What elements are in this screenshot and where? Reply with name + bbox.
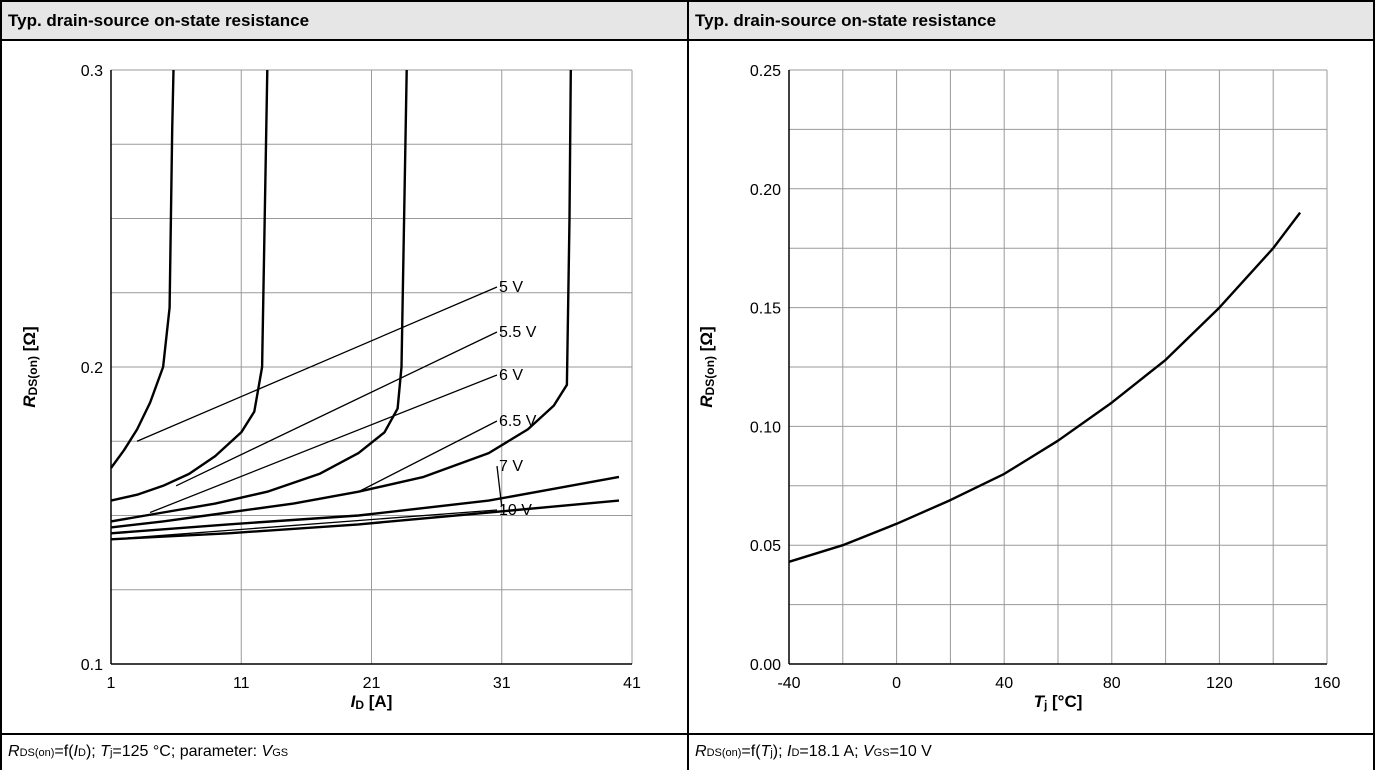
x-tick-label: 31 — [493, 675, 511, 692]
leader-line — [175, 331, 498, 487]
y-tick-label: 0.20 — [750, 182, 781, 199]
series-line — [788, 211, 1302, 563]
x-tick-label: 0 — [892, 675, 901, 692]
x-tick-label: 21 — [363, 675, 381, 692]
x-tick-label: 11 — [233, 675, 250, 692]
leader-line — [110, 509, 498, 540]
chart-caption-left: RDS(on)=f(ID); Tj=125 °C; parameter: VGS — [2, 733, 687, 770]
series-label: 10 V — [499, 502, 532, 519]
leader-line — [496, 465, 503, 507]
x-tick-label: 41 — [623, 675, 641, 692]
chart-title: Typ. drain-source on-state resistance — [689, 0, 1373, 41]
series-line — [110, 69, 408, 523]
y-tick-label: 0.25 — [750, 63, 781, 80]
x-tick-label: 40 — [995, 675, 1013, 692]
x-tick-label: 120 — [1206, 675, 1233, 692]
chart-title: Typ. drain-source on-state resistance — [2, 0, 687, 41]
y-tick-label: 0.10 — [750, 419, 781, 436]
x-tick-label: 1 — [107, 675, 116, 692]
series-line — [110, 69, 269, 502]
chart-panel-right: Typ. drain-source on-state resistance -4… — [688, 0, 1375, 770]
x-tick-label: -40 — [777, 675, 800, 692]
y-tick-label: 0.05 — [750, 538, 781, 555]
plot-area-right: -40 0 40 80 120 160 0.00 0.05 0.10 0.15 0.20 0.25 Tj… — [697, 63, 1341, 712]
series-line — [110, 69, 175, 469]
series-label: 6 V — [499, 367, 523, 384]
y-axis-title: RDS(on) [Ω] — [20, 326, 40, 407]
series-label: 5 V — [499, 279, 523, 296]
y-tick-label: 0.15 — [750, 301, 781, 318]
series-label: 5.5 V — [499, 324, 537, 341]
x-axis-title: Tj [°C] — [1034, 692, 1083, 712]
series-line — [110, 475, 620, 535]
series-line — [110, 69, 572, 529]
leader-line — [358, 420, 498, 493]
y-tick-label: 0.00 — [750, 657, 781, 674]
x-tick-label: 160 — [1314, 675, 1341, 692]
leader-line — [136, 286, 498, 442]
x-tick-label: 80 — [1103, 675, 1121, 692]
x-axis-title: ID [A] — [351, 692, 393, 712]
series-label: 7 V — [499, 458, 523, 475]
y-axis-title: RDS(on) [Ω] — [697, 326, 717, 407]
leader-line — [149, 374, 498, 514]
y-tick-label: 0.1 — [81, 657, 103, 674]
series-label: 6.5 V — [499, 413, 537, 430]
plot-area-left: 1 11 21 31 410.10.20.3ID [A]RDS(on) [Ω]5 V5.… — [20, 63, 641, 712]
series-line — [110, 499, 620, 541]
y-tick-label: 0.2 — [81, 360, 103, 377]
chart-caption-right: RDS(on)=f(Tj); ID=18.1 A; VGS=10 V — [689, 733, 1373, 770]
y-tick-label: 0.3 — [81, 63, 103, 80]
